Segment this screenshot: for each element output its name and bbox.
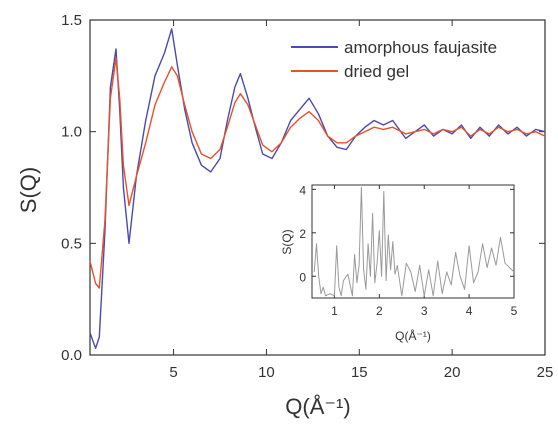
inset-x-tick-label-2: 2 (376, 304, 383, 318)
inset-y-tick-label-2: 2 (299, 227, 306, 241)
inset-x-axis-title: Q(Å⁻¹) (395, 328, 431, 343)
main-series-group (89, 28, 546, 349)
main-y-tick-label-1-5: 1.5 (61, 12, 82, 29)
main-x-tick-label-10: 10 (258, 364, 275, 381)
inset-y-tick-label-0: 0 (299, 270, 306, 284)
inset-series-group (313, 186, 515, 297)
legend: amorphous faujasite dried gel (291, 38, 497, 81)
main-x-tick-label-15: 15 (351, 364, 368, 381)
main-plot-frame (89, 19, 546, 356)
legend-label-amorphous-faujasite: amorphous faujasite (344, 38, 497, 57)
main-series-line-dried-gel (89, 57, 546, 289)
x-axis-title: Q(Å⁻¹) (285, 394, 350, 419)
main-y-tick-label-0-5: 0.5 (61, 235, 82, 252)
main-y-tick-label-0-0: 0.0 (61, 347, 82, 364)
inset-chart: 1 2 3 4 5 0 2 4 S(Q) Q(Å⁻¹) (280, 183, 518, 343)
inset-series-line-0 (313, 186, 515, 297)
inset-x-tick-label-4: 4 (466, 304, 473, 318)
legend-label-dried-gel: dried gel (344, 62, 409, 81)
inset-plot-frame (311, 184, 515, 299)
inset-x-tick-label-5: 5 (511, 304, 518, 318)
inset-x-tick-label-3: 3 (421, 304, 428, 318)
inset-x-tick-label-1: 1 (331, 304, 338, 318)
inset-y-tick-label-4: 4 (299, 183, 306, 197)
main-series-line-amorphous-faujasite (89, 28, 546, 349)
y-axis-title: S(Q) (16, 167, 41, 213)
main-x-tick-label-5: 5 (169, 364, 177, 381)
main-y-tick-label-1-0: 1.0 (61, 124, 82, 141)
inset-y-axis-title: S(Q) (280, 229, 294, 254)
main-axis-ticks: 5 10 15 20 250.00.51.01.5 (61, 12, 553, 381)
main-x-tick-label-20: 20 (444, 364, 461, 381)
main-x-tick-label-25: 25 (537, 364, 554, 381)
